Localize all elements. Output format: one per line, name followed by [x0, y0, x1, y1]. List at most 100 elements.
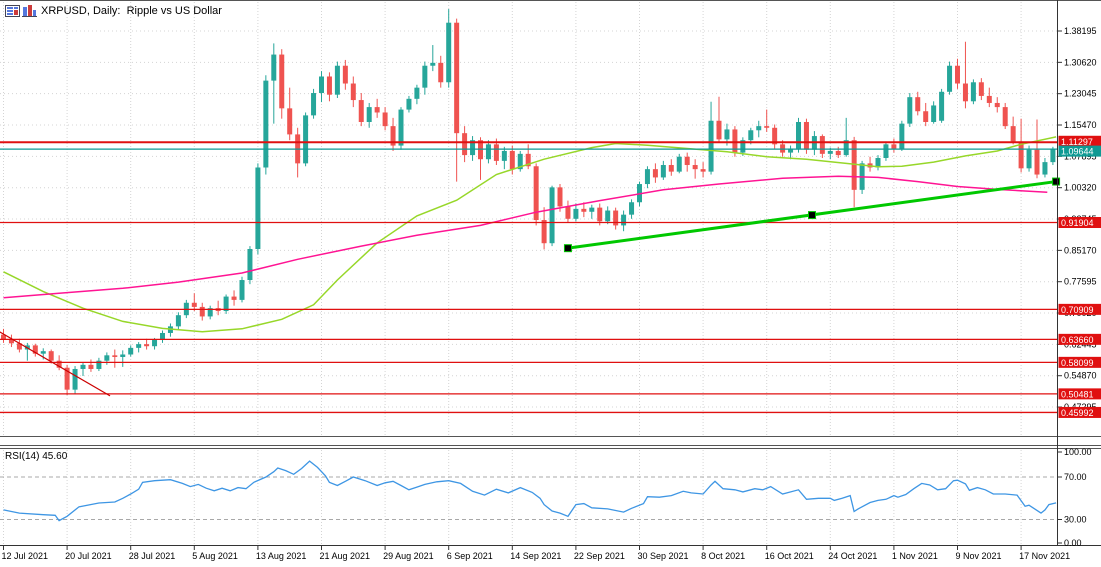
- candle-body: [414, 87, 420, 99]
- rsi-indicator-label: RSI(14) 45.60: [5, 451, 68, 462]
- price-axis-label: 1.23045: [1064, 89, 1097, 99]
- date-label: 8 Oct 2021: [701, 551, 745, 561]
- price-level-tag: [1058, 333, 1101, 345]
- date-label: 12 Jul 2021: [2, 551, 49, 561]
- candle-body: [644, 169, 650, 185]
- candle-body: [104, 355, 110, 361]
- candle-body: [652, 169, 658, 178]
- candle-body: [406, 98, 412, 110]
- ohlc-window-icon[interactable]: [5, 4, 20, 22]
- candle-body: [962, 83, 968, 102]
- chart-symbol-title: XRPUSD, Daily: Ripple vs US Dollar: [41, 5, 222, 17]
- candle-body: [446, 22, 452, 83]
- candle-body: [120, 354, 126, 357]
- candle-body: [978, 82, 984, 96]
- candle-body: [700, 169, 706, 172]
- candle-body: [334, 65, 340, 95]
- candle-body: [716, 120, 722, 140]
- candle-body: [366, 107, 372, 122]
- candle-body: [358, 100, 364, 122]
- candle-body: [970, 82, 976, 102]
- candle-body: [875, 157, 881, 168]
- date-label: 1 Nov 2021: [892, 551, 938, 561]
- candle-body: [271, 54, 277, 81]
- price-level-tag: [1058, 388, 1101, 400]
- candle-body: [422, 65, 428, 88]
- candle-body: [199, 306, 205, 317]
- candle-body: [430, 62, 436, 66]
- candle-body: [955, 65, 960, 84]
- rsi-axis-label: 100.00: [1064, 447, 1092, 457]
- candle-body: [1002, 107, 1008, 127]
- candle-body: [319, 76, 324, 94]
- candle-body: [748, 130, 754, 141]
- price-level-tag-text: 0.70909: [1061, 305, 1094, 315]
- candle-body: [231, 296, 237, 300]
- candle-body: [128, 347, 134, 355]
- price-axis-label: 1.15470: [1064, 120, 1097, 130]
- trendline-anchor-handle[interactable]: [563, 244, 572, 253]
- candle-body: [899, 123, 905, 149]
- candle-body: [994, 102, 1000, 108]
- candle-body: [239, 280, 245, 300]
- candle-body: [740, 140, 746, 153]
- candle-body: [350, 83, 356, 101]
- price-level-tag: [1058, 217, 1101, 229]
- candle-body: [152, 340, 158, 347]
- bar-chart-icon[interactable]: [22, 4, 37, 22]
- candle-body: [470, 140, 476, 156]
- price-level-tag-text: 0.91904: [1061, 218, 1094, 228]
- candle-body: [40, 351, 46, 354]
- candle-body: [1010, 126, 1016, 142]
- candle-body: [883, 144, 889, 158]
- candle-body: [509, 150, 515, 170]
- date-label: 20 Jul 2021: [65, 551, 112, 561]
- candle-body: [96, 360, 102, 369]
- price-level-tag-text: 0.45992: [1061, 408, 1094, 418]
- candle-body: [517, 153, 523, 170]
- candle-body: [303, 115, 309, 164]
- candle-body: [1026, 149, 1032, 169]
- rsi-axis-label: 0.00: [1064, 538, 1082, 548]
- trendline-anchor-handle[interactable]: [808, 211, 817, 220]
- candle-body: [533, 166, 539, 221]
- price-level-tag-text: 0.63660: [1061, 335, 1094, 345]
- candle-body: [660, 165, 666, 178]
- candle-body: [88, 364, 94, 369]
- candle-body: [136, 344, 142, 348]
- candle-body: [923, 111, 929, 122]
- rsi-line: [3, 460, 1057, 522]
- candle-body: [374, 107, 380, 113]
- candle-body: [1, 334, 6, 340]
- price-level-tag: [1058, 356, 1101, 368]
- candle-body: [772, 127, 778, 145]
- candle-body: [947, 65, 953, 92]
- price-axis-label: 0.85170: [1064, 245, 1097, 255]
- price-level-tag: [1058, 135, 1101, 147]
- candle-body: [756, 126, 762, 131]
- candle-body: [144, 344, 150, 347]
- candle-body: [668, 165, 674, 172]
- price-level-tag-text: 0.58099: [1061, 358, 1094, 368]
- candle-body: [549, 187, 555, 244]
- price-axis-label: 0.77595: [1064, 277, 1097, 287]
- candle-body: [819, 136, 825, 154]
- trendline-anchor-handle[interactable]: [1052, 177, 1061, 186]
- candle-body: [931, 105, 937, 122]
- candle-body: [493, 144, 499, 161]
- price-axis-label: 0.54870: [1064, 371, 1097, 381]
- candle-body: [1050, 149, 1056, 163]
- current-price-tag-text: 1.09644: [1061, 147, 1094, 157]
- candle-body: [247, 248, 253, 281]
- date-label: 16 Oct 2021: [765, 551, 814, 561]
- candle-body: [788, 148, 794, 153]
- date-label: 6 Sep 2021: [447, 551, 493, 561]
- candle-body: [32, 345, 38, 354]
- candle-body: [223, 296, 229, 312]
- candle-body: [311, 93, 317, 116]
- candle-body: [629, 202, 635, 215]
- candle-body: [915, 97, 921, 112]
- candle-body: [342, 65, 348, 84]
